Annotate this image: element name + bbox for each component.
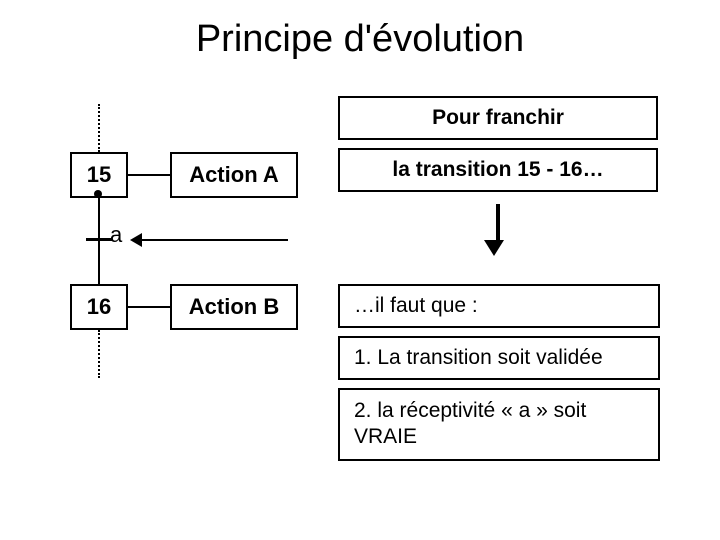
link-step15-actionA [128,174,170,176]
down-arrow-icon [492,204,504,256]
transition-bar [86,238,112,241]
link-vertical-mid [98,198,100,284]
active-step-token [94,190,102,198]
condition-2: 2. la réceptivité « a » soit VRAIE [338,388,660,461]
page-title: Principe d'évolution [0,18,720,61]
explanation-header-2: la transition 15 - 16… [338,148,658,192]
receptivity-label: a [110,222,122,248]
action-a-box: Action A [170,152,298,198]
step-16: 16 [70,284,128,330]
dotted-connector-top [98,104,100,152]
condition-1: 1. La transition soit validée [338,336,660,380]
dotted-connector-bottom [98,330,100,378]
explanation-header-1: Pour franchir [338,96,658,140]
arrow-to-receptivity-head [130,233,142,247]
conditions-intro: …il faut que : [338,284,660,328]
link-step16-actionB [128,306,170,308]
action-b-box: Action B [170,284,298,330]
arrow-to-receptivity-line [138,239,288,241]
